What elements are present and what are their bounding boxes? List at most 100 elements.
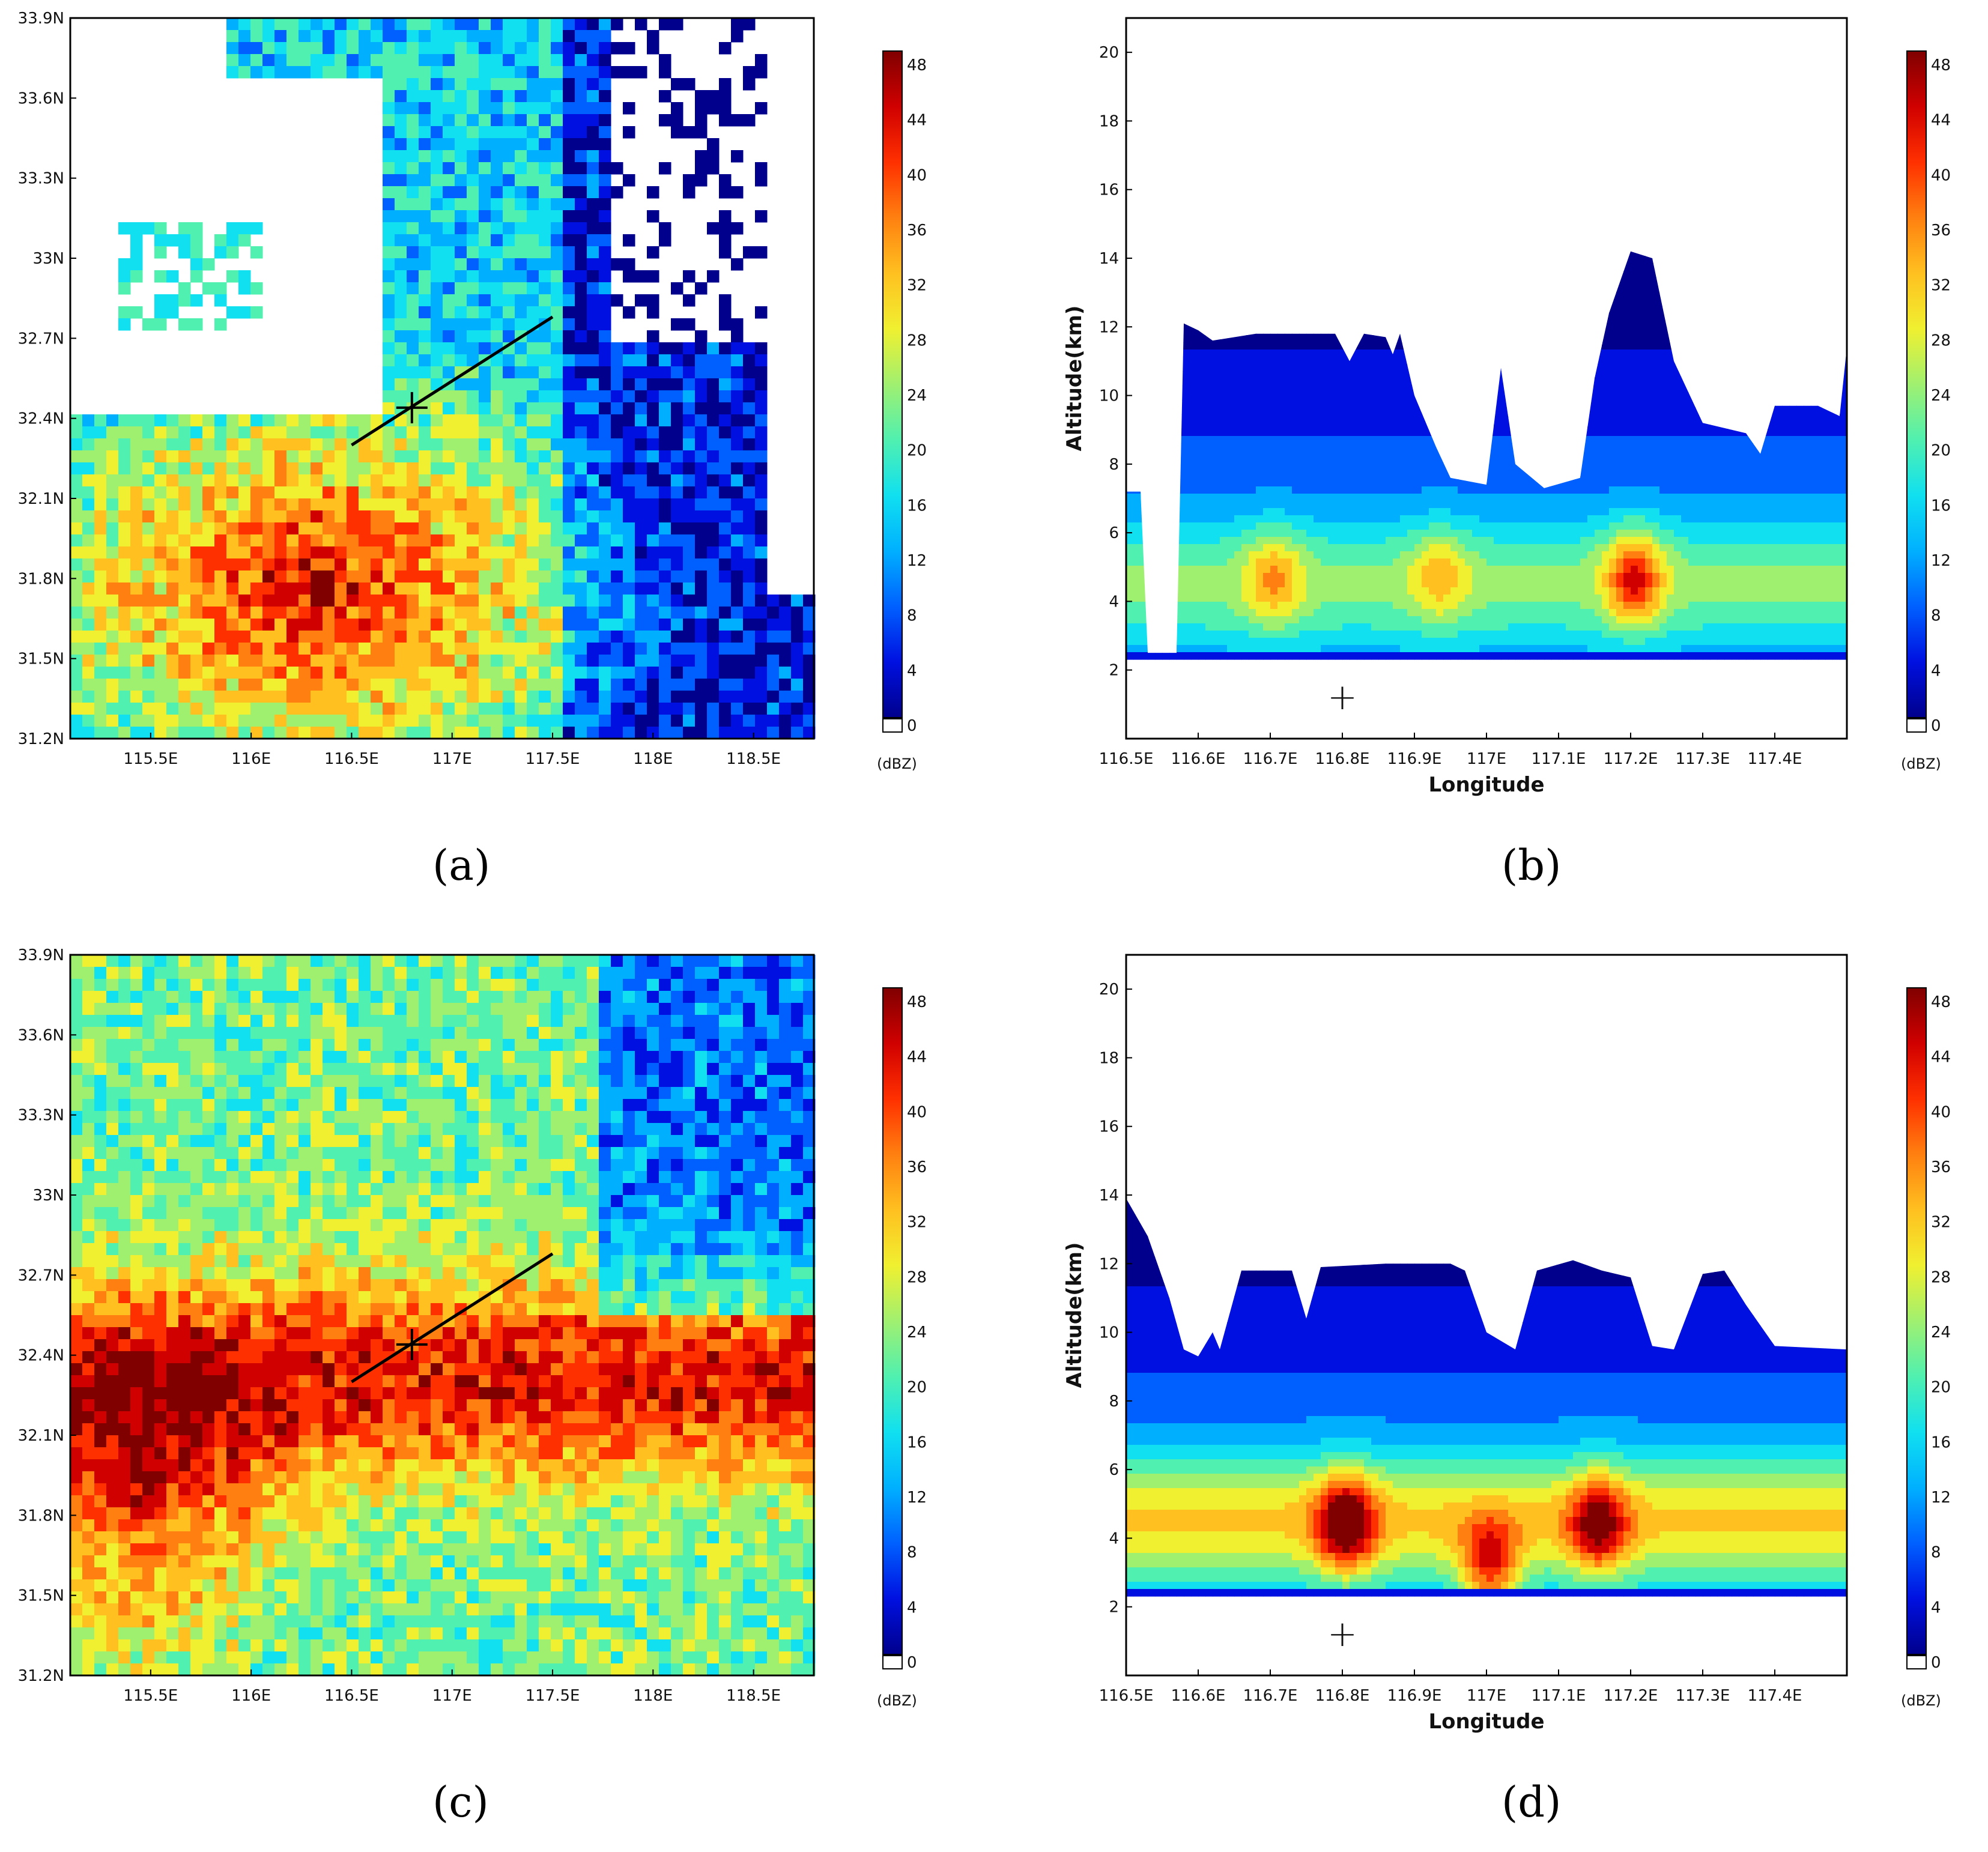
colorbar-tick-label: 40 xyxy=(1931,166,1951,184)
y-tick-label: 31.2N xyxy=(18,1667,64,1685)
colorbar-tick-label: 8 xyxy=(907,1544,917,1562)
colorbar-tick-label: 16 xyxy=(1931,1433,1951,1451)
colorbar-zero-box xyxy=(1906,718,1927,733)
marker-cross: + xyxy=(1327,1613,1357,1655)
x-tick-label: 117E xyxy=(1467,1687,1506,1705)
y-tick-label: 2 xyxy=(1109,662,1119,680)
x-tick-label: 116E xyxy=(231,1687,271,1705)
colorbar-tick-label: 24 xyxy=(1931,387,1951,405)
y-tick-label: 31.5N xyxy=(18,1587,64,1605)
colorbar-gradient xyxy=(1906,50,1927,718)
colorbar-tick-label: 36 xyxy=(1931,1158,1951,1176)
colorbar-tick-label: 8 xyxy=(1931,607,1941,625)
panel-d-section: +116.5E 116.6E 116.7E 116.8E 116.9E 117E 117.1… xyxy=(1062,954,1951,1734)
x-tick-label: 115.5E xyxy=(123,750,178,768)
y-tick-label: 33.9N xyxy=(18,946,64,964)
y-tick-label: 33.3N xyxy=(18,170,64,188)
colorbar-tick-label: 28 xyxy=(1931,331,1951,350)
reflectivity-section xyxy=(1126,251,1847,660)
colorbar-tick-label: 4 xyxy=(907,1599,917,1617)
colorbar-gradient xyxy=(882,987,903,1655)
y-tick-label: 16 xyxy=(1099,181,1119,199)
colorbar-tick-label: 48 xyxy=(907,993,927,1011)
colorbar-tick-label: 48 xyxy=(1931,993,1951,1011)
x-tick-label: 117.5E xyxy=(526,750,580,768)
x-tick-label: 117.2E xyxy=(1604,1687,1658,1705)
y-tick-label: 10 xyxy=(1099,387,1119,405)
colorbar-tick-label: 16 xyxy=(907,1433,927,1451)
x-tick-label: 117.5E xyxy=(526,1687,580,1705)
colorbar-tick-label: 4 xyxy=(907,662,917,680)
colorbar-zero-box xyxy=(882,1655,903,1669)
x-tick-label: 116.5E xyxy=(324,750,379,768)
y-tick-label: 32.4N xyxy=(18,410,64,428)
reflectivity-field xyxy=(70,955,816,1676)
colorbar-tick-label: 44 xyxy=(1931,112,1951,130)
reflectivity-section xyxy=(1126,1198,1847,1597)
x-tick-label: 117.1E xyxy=(1532,750,1586,768)
colorbar-unit: (dBZ) xyxy=(1901,1692,1941,1709)
cross-section-line xyxy=(351,315,554,447)
colorbar-tick-label: 40 xyxy=(907,1103,927,1121)
x-tick-label: 116.5E xyxy=(1099,750,1154,768)
colorbar-tick-label: 32 xyxy=(1931,1214,1951,1232)
x-tick-label: 116.5E xyxy=(1099,1687,1154,1705)
x-tick-label: 116E xyxy=(231,750,271,768)
y-axis-title: Altitude(km) xyxy=(1062,1242,1086,1388)
colorbar-tick-label: 24 xyxy=(1931,1324,1951,1342)
colorbar-unit: (dBZ) xyxy=(877,1692,917,1709)
y-axis-title: Altitude(km) xyxy=(1062,306,1086,452)
y-tick-label: 14 xyxy=(1099,1187,1119,1205)
colorbar-tick-label: 20 xyxy=(1931,442,1951,460)
colorbar-tick-label: 44 xyxy=(1931,1049,1951,1067)
x-tick-label: 116.8E xyxy=(1315,1687,1370,1705)
y-tick-label: 31.5N xyxy=(18,650,64,668)
x-tick-label: 116.6E xyxy=(1171,750,1226,768)
y-tick-label: 4 xyxy=(1109,593,1119,611)
y-tick-label: 32.7N xyxy=(18,330,64,348)
colorbar-zero-box xyxy=(1906,1655,1927,1669)
x-tick-label: 116.8E xyxy=(1315,750,1370,768)
colorbar-gradient xyxy=(1906,987,1927,1655)
y-tick-label: 20 xyxy=(1099,981,1119,999)
colorbar-tick-label: 24 xyxy=(907,1324,927,1342)
cross-section-line xyxy=(351,1252,554,1384)
y-tick-label: 33.9N xyxy=(18,10,64,28)
y-tick-label: 32.4N xyxy=(18,1347,64,1365)
colorbar-tick-label: 28 xyxy=(907,1268,927,1286)
y-tick-label: 31.8N xyxy=(18,570,64,588)
y-tick-label: 20 xyxy=(1099,44,1119,62)
y-tick-label: 2 xyxy=(1109,1599,1119,1617)
colorbar-tick-label: 44 xyxy=(907,112,927,130)
x-tick-label: 117E xyxy=(432,1687,472,1705)
colorbar-tick-label: 12 xyxy=(907,552,927,570)
x-tick-label: 116.6E xyxy=(1171,1687,1226,1705)
y-tick-label: 31.2N xyxy=(18,730,64,748)
colorbar-tick-label: 12 xyxy=(1931,552,1951,570)
caption-c: (c) xyxy=(432,1778,489,1827)
y-tick-label: 4 xyxy=(1109,1530,1119,1548)
colorbar-tick-label: 12 xyxy=(907,1489,927,1507)
colorbar-unit: (dBZ) xyxy=(1901,755,1941,772)
x-tick-label: 117.4E xyxy=(1748,750,1802,768)
colorbar-tick-label: 0 xyxy=(1931,717,1941,735)
colorbar-unit: (dBZ) xyxy=(877,755,917,772)
x-tick-label: 116.7E xyxy=(1243,750,1298,768)
colorbar-tick-label: 48 xyxy=(907,56,927,74)
colorbar-zero-box xyxy=(882,718,903,733)
colorbar-tick-label: 0 xyxy=(907,717,917,735)
y-tick-label: 33.6N xyxy=(18,89,64,107)
caption-b: (b) xyxy=(1502,841,1561,890)
y-tick-label: 14 xyxy=(1099,250,1119,268)
x-tick-label: 118E xyxy=(633,750,673,768)
colorbar-tick-label: 16 xyxy=(1931,497,1951,515)
colorbar-tick-label: 32 xyxy=(907,277,927,295)
y-tick-label: 32.7N xyxy=(18,1266,64,1285)
y-tick-label: 12 xyxy=(1099,318,1119,336)
x-tick-label: 117.1E xyxy=(1532,1687,1586,1705)
y-tick-label: 8 xyxy=(1109,1393,1119,1411)
